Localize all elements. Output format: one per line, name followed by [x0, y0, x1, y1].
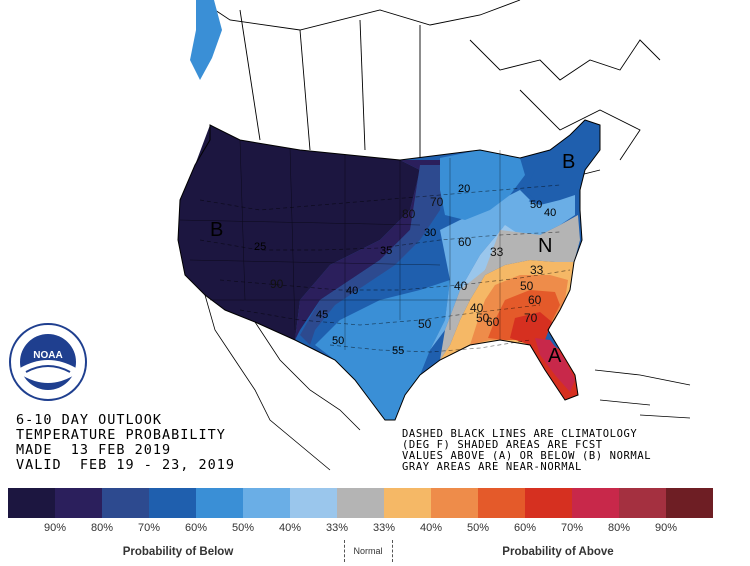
region-great-lakes	[440, 150, 525, 220]
legend-label: 33%	[372, 522, 396, 534]
state-lines	[179, 139, 501, 350]
contour-25: 25	[254, 241, 266, 253]
legend-swatch	[337, 488, 384, 518]
prob-50-fl: 50	[476, 311, 490, 325]
mexico-outline	[204, 294, 361, 471]
legend: 90% 80% 70% 60% 50% 40% 33% 33% 40% 50% 60% 70% 80% 9…	[0, 482, 750, 566]
outlook-line-3: MADE 13 FEB 2019	[16, 442, 172, 458]
noaa-logo-icon: NOAA	[9, 323, 87, 401]
legend-swatch	[8, 488, 55, 518]
notes-block: DASHED BLACK LINES ARE CLIMATOLOGY (DEG …	[402, 429, 651, 473]
legend-normal-divider-right	[392, 540, 394, 562]
prob-60: 60	[458, 235, 472, 249]
legend-swatch	[619, 488, 666, 518]
legend-label: 60%	[513, 522, 537, 534]
notes-line-2: (DEG F) SHADED AREAS ARE FCST	[402, 439, 603, 451]
region-40-below	[430, 190, 530, 350]
outlook-title-block: 6-10 DAY OUTLOOK TEMPERATURE PROBABILITY…	[16, 413, 235, 473]
contour-55: 55	[392, 345, 404, 357]
prob-40-se: 40	[470, 301, 484, 315]
label-B-northeast: B	[562, 151, 575, 173]
contour-45: 45	[316, 309, 328, 321]
legend-label: 60%	[184, 522, 208, 534]
prob-50-se: 50	[520, 279, 534, 293]
contour-50-a: 50	[332, 335, 344, 347]
prob-33-se: 33	[530, 263, 544, 277]
legend-swatch	[196, 488, 243, 518]
legend-label: 70%	[560, 522, 584, 534]
contour-40-a: 40	[346, 285, 358, 297]
temperature-outlook-map: B B N A 20 25 30 35 40 45 50 55 50 40 90…	[177, 0, 691, 471]
legend-swatch	[478, 488, 525, 518]
legend-label: 90%	[43, 522, 67, 534]
legend-above-title: Probability of Above	[502, 546, 614, 558]
contour-20: 20	[458, 183, 470, 195]
outlook-line-2: TEMPERATURE PROBABILITY	[16, 427, 226, 443]
legend-label: 70%	[137, 522, 161, 534]
svg-text:NOAA: NOAA	[33, 350, 62, 361]
region-normal	[440, 215, 580, 360]
legend-label: 40%	[419, 522, 443, 534]
legend-label: 80%	[90, 522, 114, 534]
nw-sliver	[190, 0, 222, 80]
legend-label: 80%	[607, 522, 631, 534]
contour-35: 35	[380, 245, 392, 257]
legend-swatch	[431, 488, 478, 518]
legend-swatch	[290, 488, 337, 518]
region-northeast	[525, 120, 600, 205]
legend-color-bar	[8, 488, 713, 518]
outlook-line-4: VALID FEB 19 - 23, 2019	[16, 457, 236, 473]
legend-swatch	[55, 488, 102, 518]
caribbean-outline	[594, 369, 691, 419]
prob-50: 50	[418, 317, 432, 331]
legend-label: 50%	[231, 522, 255, 534]
region-ne-light	[500, 195, 575, 235]
region-80-below	[295, 160, 440, 340]
label-A: A	[548, 345, 562, 367]
region-above-80	[535, 338, 575, 392]
legend-swatch	[525, 488, 572, 518]
legend-swatch	[384, 488, 431, 518]
legend-swatch	[149, 488, 196, 518]
legend-normal-divider-left	[344, 540, 346, 562]
prob-60-fl: 60	[486, 315, 500, 329]
legend-swatch	[666, 488, 713, 518]
notes-line-4: GRAY AREAS ARE NEAR-NORMAL	[402, 461, 582, 473]
prob-60-se: 60	[528, 293, 542, 307]
us-outline	[177, 119, 601, 421]
canada-outline	[199, 0, 661, 176]
legend-swatch	[102, 488, 149, 518]
prob-40: 40	[454, 279, 468, 293]
contour-40-ne: 40	[544, 207, 556, 219]
region-90-below	[178, 125, 420, 340]
contour-50-ne: 50	[530, 199, 542, 211]
outlook-line-1: 6-10 DAY OUTLOOK	[16, 412, 163, 428]
legend-label: 50%	[466, 522, 490, 534]
legend-normal-title: Normal	[353, 546, 383, 556]
prob-33: 33	[490, 245, 504, 259]
prob-70-se: 70	[524, 311, 538, 325]
legend-below-title: Probability of Below	[122, 546, 234, 558]
prob-70: 70	[430, 195, 444, 209]
notes-line-1: DASHED BLACK LINES ARE CLIMATOLOGY	[402, 428, 638, 440]
legend-swatch	[572, 488, 619, 518]
label-N: N	[538, 235, 552, 257]
notes-line-3: VALUES ABOVE (A) OR BELOW (B) NORMAL	[402, 450, 652, 462]
legend-swatch	[243, 488, 290, 518]
label-B-west: B	[210, 219, 223, 241]
prob-90: 90	[270, 277, 284, 291]
prob-80: 80	[402, 207, 416, 221]
contour-30-a: 30	[424, 227, 436, 239]
legend-label: 90%	[654, 522, 678, 534]
legend-label: 33%	[325, 522, 349, 534]
legend-label: 40%	[278, 522, 302, 534]
